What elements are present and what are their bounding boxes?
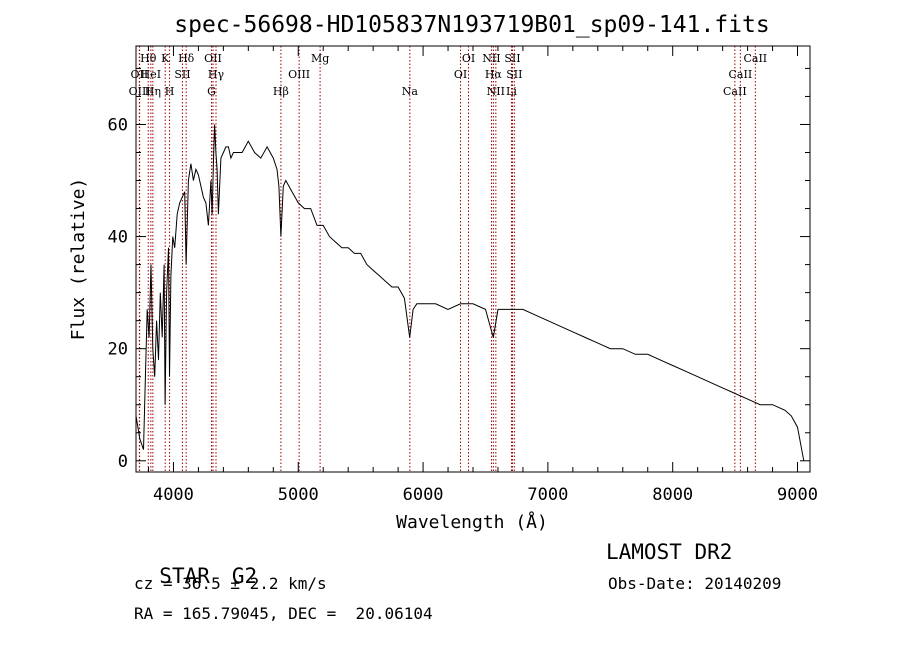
spectral-line-label: G	[207, 85, 216, 98]
spectral-line-label: Na	[402, 85, 419, 98]
spectral-line-label: CaII	[729, 68, 753, 81]
spectral-line-label: Hδ	[178, 52, 195, 65]
x-tick-label: 9000	[777, 485, 818, 505]
y-tick-label: 20	[108, 340, 128, 360]
spectral-line-label: K	[161, 52, 170, 65]
spectral-line-label: OI	[454, 68, 467, 81]
y-tick-label: 0	[118, 452, 128, 472]
spectral-line-label: CaII	[723, 85, 747, 98]
obs-date-label: Obs-Date: 20140209	[608, 574, 782, 593]
spectral-line-label: Li	[506, 85, 517, 98]
spectral-line-label: OIII	[288, 68, 310, 81]
spectral-line-label: Hη	[145, 85, 161, 98]
object-class: STAR G2	[134, 540, 257, 588]
spectral-line-label: OII	[204, 52, 222, 65]
spectral-line-label: SII	[506, 68, 522, 81]
plot-frame	[135, 45, 811, 473]
subclass-label: G2	[231, 564, 258, 588]
spectral-line-label: OIII	[129, 85, 151, 98]
x-tick-label: 4000	[153, 485, 194, 505]
spectral-line-label: NII	[487, 85, 505, 98]
spectral-line-label: NII	[482, 52, 500, 65]
spectral-line-label: Hβ	[273, 85, 289, 98]
x-tick-label: 6000	[403, 485, 444, 505]
spectrum-series-line	[135, 124, 805, 461]
spectral-line-label: Hθ	[140, 52, 157, 65]
spectral-line-label: HeI	[141, 68, 161, 81]
spectral-line-label: Hα	[485, 68, 503, 81]
spectral-line-label: OII	[131, 68, 149, 81]
y-tick-label: 40	[108, 228, 128, 248]
survey-label: LAMOST DR2	[606, 540, 733, 564]
y-tick-label: 60	[108, 115, 128, 135]
spectral-line-label: H	[165, 85, 175, 98]
y-axis-label: Flux (relative)	[68, 178, 89, 341]
x-tick-label: 5000	[278, 485, 319, 505]
velocity-label: cz = 36.5 ± 2.2 km/s	[134, 574, 327, 593]
chart-title: spec-56698-HD105837N193719B01_sp09-141.f…	[174, 12, 769, 38]
coordinates-label: RA = 165.79045, DEC = 20.06104	[134, 604, 433, 623]
spectral-line-label: Hγ	[208, 68, 225, 81]
x-axis-label: Wavelength (Å)	[396, 511, 548, 533]
spectral-line-label: SII	[174, 68, 190, 81]
x-tick-label: 7000	[527, 485, 568, 505]
spectral-line-label: Mg	[311, 52, 329, 65]
spectral-line-label: OI	[462, 52, 475, 65]
spectral-line-label: CaII	[743, 52, 767, 65]
spectral-line-label: SII	[504, 52, 520, 65]
class-label: STAR	[159, 564, 210, 588]
x-tick-label: 8000	[652, 485, 693, 505]
